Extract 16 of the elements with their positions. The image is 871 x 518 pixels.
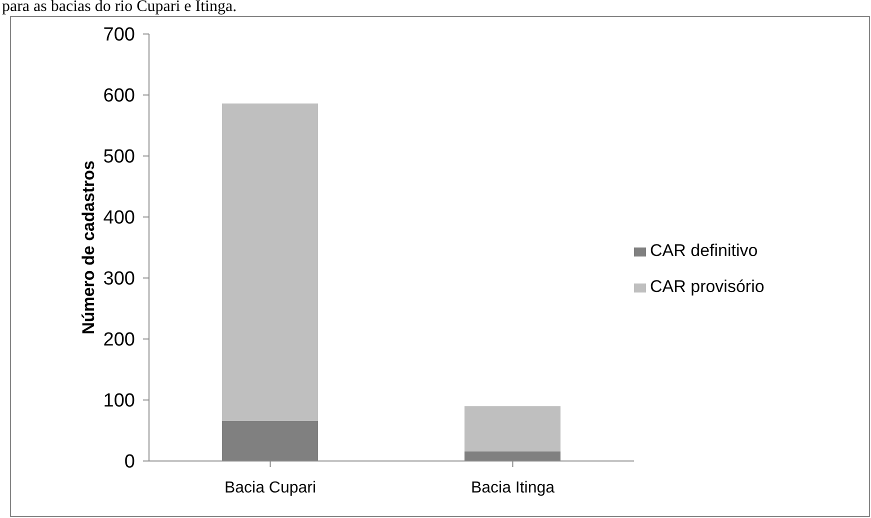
bar bbox=[222, 104, 318, 421]
bar bbox=[464, 406, 560, 452]
x-tick-label: Bacia Cupari bbox=[224, 479, 316, 496]
y-tick-label: 300 bbox=[103, 268, 135, 290]
x-tick-label: Bacia Itinga bbox=[470, 479, 555, 496]
y-tick-label: 500 bbox=[103, 146, 135, 168]
y-tick-label: 0 bbox=[124, 452, 135, 473]
legend-label: CAR definitivo bbox=[650, 241, 758, 260]
y-axis-title: Número de cadastros bbox=[79, 160, 98, 334]
y-tick-label: 200 bbox=[103, 330, 135, 351]
chart-title: para as bacias do rio Cupari e Itinga. bbox=[2, 0, 237, 16]
y-tick-label: 100 bbox=[103, 390, 135, 412]
y-tick-label: 600 bbox=[103, 86, 135, 107]
y-tick-label: 700 bbox=[103, 24, 135, 46]
y-tick-label: 400 bbox=[103, 208, 135, 229]
legend-label: CAR provisório bbox=[650, 277, 764, 296]
